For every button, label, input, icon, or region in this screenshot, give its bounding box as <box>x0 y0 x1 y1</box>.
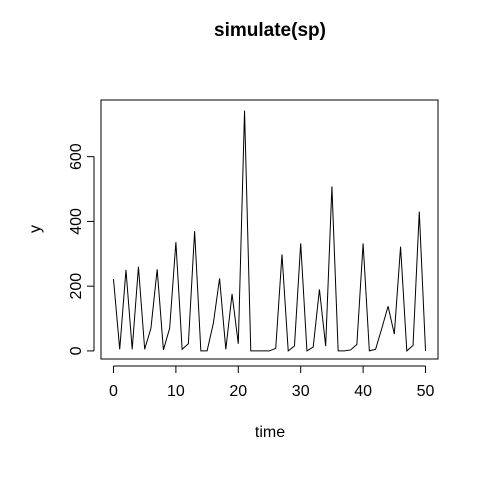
series-line <box>112 110 427 352</box>
x-axis: 0 10 20 30 40 50 <box>109 365 435 400</box>
y-tick-label: 0 <box>68 346 85 355</box>
x-tick-label: 10 <box>167 383 185 400</box>
y-tick-label: 200 <box>68 273 85 300</box>
x-axis-label: time <box>255 424 285 441</box>
y-axis: 0 200 400 600 <box>68 143 95 355</box>
x-tick-label: 30 <box>292 383 310 400</box>
plot-frame <box>100 99 439 360</box>
y-tick-label: 600 <box>68 143 85 170</box>
chart-title: simulate(sp) <box>214 20 326 41</box>
x-tick-label: 0 <box>109 383 118 400</box>
x-tick-label: 40 <box>354 383 372 400</box>
x-tick-label: 50 <box>417 383 435 400</box>
y-axis-label: y <box>27 225 44 233</box>
x-tick-label: 20 <box>229 383 247 400</box>
y-tick-label: 400 <box>68 208 85 235</box>
